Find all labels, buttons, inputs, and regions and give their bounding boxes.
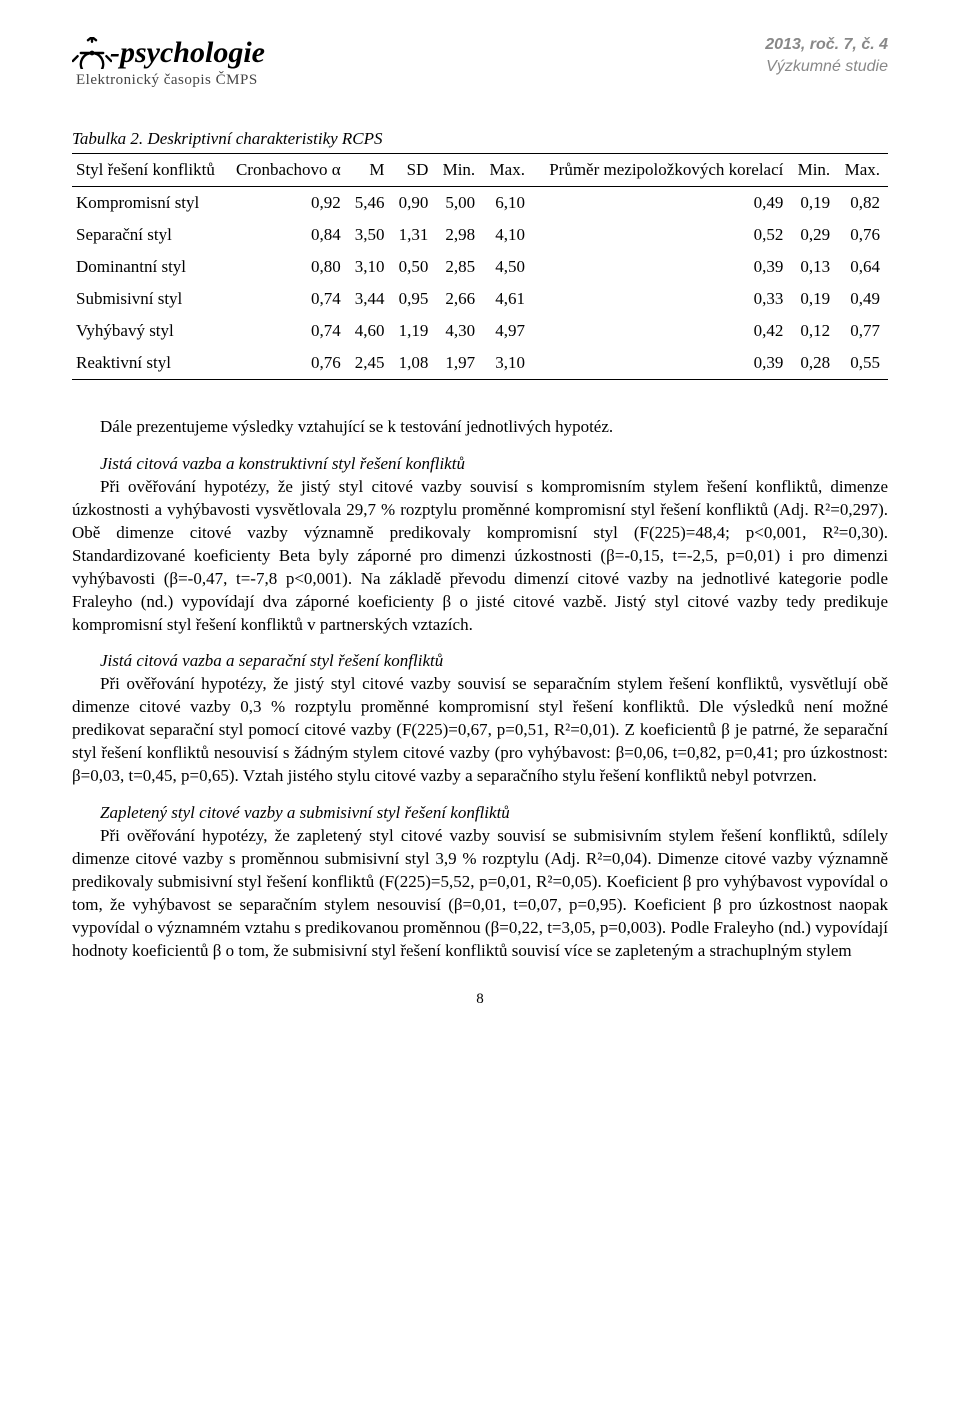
section-label: Výzkumné studie — [765, 58, 888, 76]
table-cell: 0,49 — [533, 187, 791, 220]
table-cell: 0,19 — [791, 187, 838, 220]
table-cell: 0,74 — [226, 283, 349, 315]
logo-mark-icon — [72, 37, 110, 69]
table-cell: 4,97 — [483, 315, 533, 347]
table-cell: 5,00 — [436, 187, 483, 220]
table-cell: 3,44 — [349, 283, 393, 315]
body-text: Dále prezentujeme výsledky vztahující se… — [72, 416, 888, 963]
table-cell: 0,19 — [791, 283, 838, 315]
descriptives-table: Styl řešení konfliktů Cronbachovo α M SD… — [72, 153, 888, 380]
logo-text: -psychologie — [110, 36, 265, 70]
table-cell: 0,76 — [838, 219, 888, 251]
table-cell: Vyhýbavý styl — [72, 315, 226, 347]
table-cell: 3,10 — [349, 251, 393, 283]
table-cell: 0,64 — [838, 251, 888, 283]
table-cell: 5,46 — [349, 187, 393, 220]
table-cell: 0,77 — [838, 315, 888, 347]
table-cell: Kompromisní styl — [72, 187, 226, 220]
table-row: Reaktivní styl0,762,451,081,973,100,390,… — [72, 347, 888, 380]
table-row: Separační styl0,843,501,312,984,100,520,… — [72, 219, 888, 251]
table-cell: 4,30 — [436, 315, 483, 347]
table-caption: Tabulka 2. Deskriptivní charakteristiky … — [72, 129, 888, 149]
col-header: Min. — [791, 154, 838, 187]
col-header: SD — [393, 154, 437, 187]
table-cell: 0,95 — [393, 283, 437, 315]
table-row: Dominantní styl0,803,100,502,854,500,390… — [72, 251, 888, 283]
table-cell: 0,39 — [533, 347, 791, 380]
table-cell: Submisivní styl — [72, 283, 226, 315]
journal-logo: -psychologie Elektronický časopis ČMPS — [72, 36, 265, 89]
table-cell: 0,90 — [393, 187, 437, 220]
table-cell: 4,61 — [483, 283, 533, 315]
table-cell: 4,50 — [483, 251, 533, 283]
col-header: Cronbachovo α — [226, 154, 349, 187]
paragraph: Při ověřování hypotézy, že zapletený sty… — [72, 825, 888, 963]
intro-paragraph: Dále prezentujeme výsledky vztahující se… — [72, 416, 888, 439]
page-header: -psychologie Elektronický časopis ČMPS 2… — [72, 36, 888, 89]
table-cell: 0,55 — [838, 347, 888, 380]
table-cell: 1,97 — [436, 347, 483, 380]
table-cell: 2,85 — [436, 251, 483, 283]
col-header: Průměr mezipoložkových korelací — [533, 154, 791, 187]
table-row: Kompromisní styl0,925,460,905,006,100,49… — [72, 187, 888, 220]
paragraph: Při ověřování hypotézy, že jistý styl ci… — [72, 476, 888, 637]
table-cell: Dominantní styl — [72, 251, 226, 283]
table-cell: 0,50 — [393, 251, 437, 283]
table-cell: 0,76 — [226, 347, 349, 380]
col-header: Max. — [838, 154, 888, 187]
col-header: Styl řešení konfliktů — [72, 154, 226, 187]
table-cell: 1,31 — [393, 219, 437, 251]
table-cell: 0,28 — [791, 347, 838, 380]
table-cell: 4,10 — [483, 219, 533, 251]
table-row: Submisivní styl0,743,440,952,664,610,330… — [72, 283, 888, 315]
table-cell: 0,80 — [226, 251, 349, 283]
col-header: Max. — [483, 154, 533, 187]
table-cell: 3,10 — [483, 347, 533, 380]
table-cell: 2,98 — [436, 219, 483, 251]
table-cell: 0,12 — [791, 315, 838, 347]
table-cell: 0,52 — [533, 219, 791, 251]
page-number: 8 — [72, 991, 888, 1008]
table-cell: 0,33 — [533, 283, 791, 315]
subheading: Zapletený styl citové vazby a submisivní… — [72, 802, 888, 825]
table-cell: 0,92 — [226, 187, 349, 220]
table-cell: 3,50 — [349, 219, 393, 251]
subheading: Jistá citová vazba a separační styl řeše… — [72, 650, 888, 673]
issue-label: 2013, roč. 7, č. 4 — [765, 36, 888, 54]
table-cell: 4,60 — [349, 315, 393, 347]
subheading: Jistá citová vazba a konstruktivní styl … — [72, 453, 888, 476]
table-cell: Separační styl — [72, 219, 226, 251]
logo-subtitle: Elektronický časopis ČMPS — [76, 72, 265, 89]
table-cell: 0,42 — [533, 315, 791, 347]
table-cell: Reaktivní styl — [72, 347, 226, 380]
table-cell: 0,84 — [226, 219, 349, 251]
table-cell: 0,39 — [533, 251, 791, 283]
table-cell: 0,13 — [791, 251, 838, 283]
table-cell: 1,08 — [393, 347, 437, 380]
table-cell: 2,66 — [436, 283, 483, 315]
table-header-row: Styl řešení konfliktů Cronbachovo α M SD… — [72, 154, 888, 187]
table-cell: 6,10 — [483, 187, 533, 220]
table-cell: 0,82 — [838, 187, 888, 220]
table-cell: 1,19 — [393, 315, 437, 347]
table-row: Vyhýbavý styl0,744,601,194,304,970,420,1… — [72, 315, 888, 347]
col-header: Min. — [436, 154, 483, 187]
table-cell: 0,49 — [838, 283, 888, 315]
col-header: M — [349, 154, 393, 187]
table-cell: 0,74 — [226, 315, 349, 347]
table-cell: 2,45 — [349, 347, 393, 380]
paragraph: Při ověřování hypotézy, že jistý styl ci… — [72, 673, 888, 788]
table-cell: 0,29 — [791, 219, 838, 251]
